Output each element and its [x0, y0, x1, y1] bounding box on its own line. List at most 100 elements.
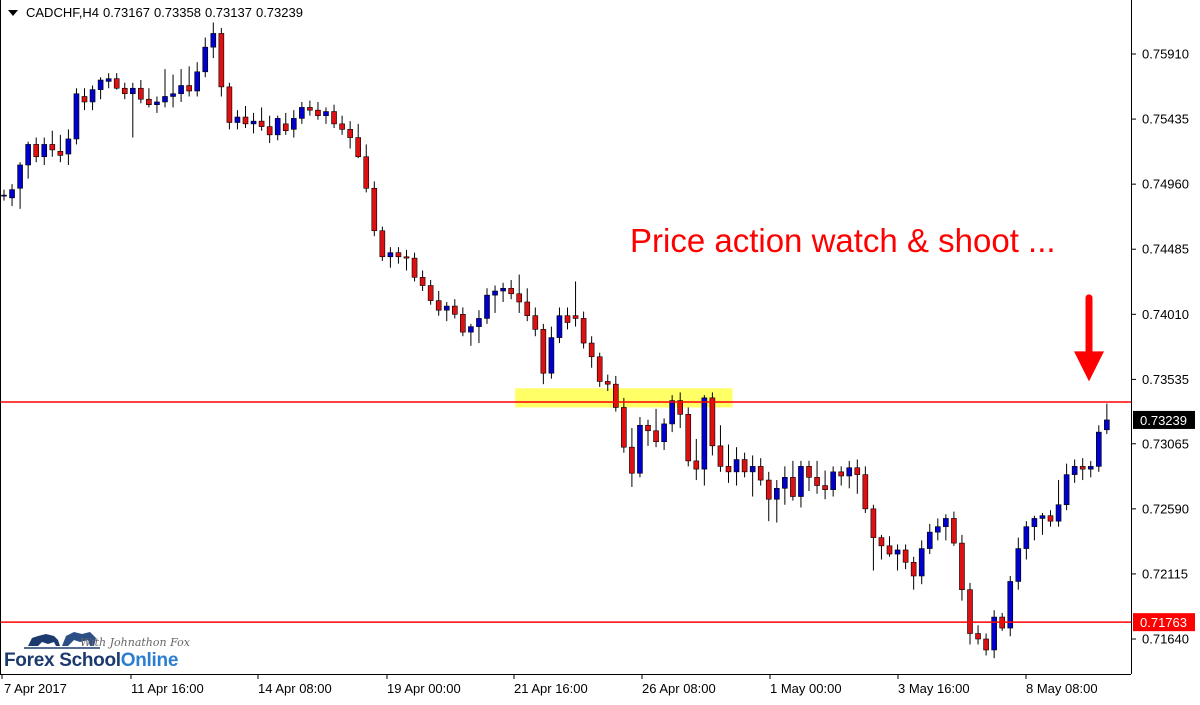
candle[interactable] [282, 112, 289, 135]
candle[interactable] [621, 397, 627, 453]
candle[interactable] [580, 311, 587, 349]
candle[interactable] [773, 480, 780, 523]
candle[interactable] [250, 112, 257, 134]
candle[interactable] [105, 73, 112, 89]
candle[interactable] [661, 418, 667, 450]
candle[interactable] [685, 407, 692, 467]
candle[interactable] [242, 106, 249, 128]
candle[interactable] [524, 288, 531, 322]
candle[interactable] [1071, 459, 1078, 483]
candle[interactable] [556, 307, 563, 344]
candle[interactable] [548, 326, 555, 379]
candle[interactable] [460, 307, 466, 337]
candle[interactable] [81, 88, 88, 111]
candle[interactable] [73, 88, 80, 145]
candle[interactable] [798, 460, 804, 508]
candle[interactable] [315, 101, 321, 120]
candle[interactable] [629, 428, 635, 487]
candle[interactable] [1031, 515, 1038, 541]
candle[interactable] [1047, 510, 1054, 527]
candle[interactable] [765, 471, 772, 522]
candle[interactable] [178, 69, 184, 102]
candle[interactable] [218, 27, 225, 97]
candle[interactable] [959, 534, 965, 601]
candle[interactable] [49, 130, 56, 157]
candle[interactable] [290, 110, 297, 138]
candle[interactable] [902, 544, 909, 570]
candle[interactable] [918, 540, 925, 585]
candle[interactable] [806, 460, 812, 492]
candle[interactable] [910, 556, 917, 590]
candle[interactable] [951, 511, 957, 546]
candle[interactable] [1023, 521, 1030, 560]
candle[interactable] [741, 452, 748, 478]
candle[interactable] [1096, 425, 1102, 472]
candle[interactable] [991, 610, 997, 659]
candle[interactable] [9, 184, 15, 207]
candle[interactable] [516, 274, 523, 313]
candle[interactable] [363, 144, 370, 193]
candle[interactable] [331, 104, 337, 128]
candle[interactable] [1015, 537, 1022, 590]
candle[interactable] [1104, 403, 1110, 434]
candle[interactable] [299, 101, 305, 124]
candle[interactable] [1063, 463, 1070, 511]
candle[interactable] [339, 115, 345, 135]
candle[interactable] [604, 374, 611, 392]
candle[interactable] [210, 22, 217, 59]
candle[interactable] [701, 395, 708, 486]
candle[interactable] [870, 504, 877, 571]
candle[interactable] [894, 544, 901, 571]
candle[interactable] [154, 96, 160, 113]
candle[interactable] [572, 281, 579, 327]
candle[interactable] [540, 323, 547, 385]
candle[interactable] [170, 74, 176, 108]
candle[interactable] [975, 625, 981, 645]
candle[interactable] [733, 447, 740, 486]
candle[interactable] [435, 291, 442, 316]
candle[interactable] [89, 85, 96, 111]
candle[interactable] [266, 115, 273, 144]
candle[interactable] [379, 226, 386, 261]
candle[interactable] [65, 129, 72, 165]
candle[interactable] [814, 460, 820, 494]
candle[interactable] [258, 107, 265, 131]
candle[interactable] [226, 82, 233, 130]
candle[interactable] [419, 270, 426, 292]
candle[interactable] [1039, 512, 1046, 535]
candle[interactable] [186, 66, 192, 97]
candle[interactable] [1007, 575, 1014, 637]
candle[interactable] [162, 69, 168, 108]
candle[interactable] [838, 466, 845, 486]
candle[interactable] [395, 247, 402, 264]
candle[interactable] [822, 470, 828, 500]
candle[interactable] [757, 458, 764, 486]
candle[interactable] [194, 62, 200, 97]
candle[interactable] [878, 534, 885, 560]
candle[interactable] [387, 247, 394, 268]
candle[interactable] [862, 466, 869, 513]
dropdown-triangle-icon[interactable] [8, 9, 18, 16]
candle[interactable] [596, 352, 603, 387]
candle[interactable] [1, 189, 7, 201]
candle[interactable] [130, 82, 136, 138]
candle[interactable] [677, 392, 684, 429]
candle[interactable] [347, 121, 353, 149]
candle[interactable] [693, 438, 700, 481]
candle[interactable] [612, 375, 619, 412]
candle[interactable] [886, 536, 893, 557]
candle[interactable] [500, 282, 506, 302]
candle[interactable] [33, 137, 40, 163]
candle[interactable] [41, 137, 48, 165]
candle[interactable] [532, 307, 539, 337]
candle[interactable] [645, 419, 651, 446]
candle[interactable] [653, 408, 659, 448]
candle[interactable] [1079, 458, 1086, 481]
candle[interactable] [782, 466, 788, 505]
candle[interactable] [943, 514, 949, 541]
candle[interactable] [725, 444, 732, 483]
candle[interactable] [484, 288, 490, 324]
candle[interactable] [637, 417, 643, 478]
candle[interactable] [97, 77, 104, 100]
